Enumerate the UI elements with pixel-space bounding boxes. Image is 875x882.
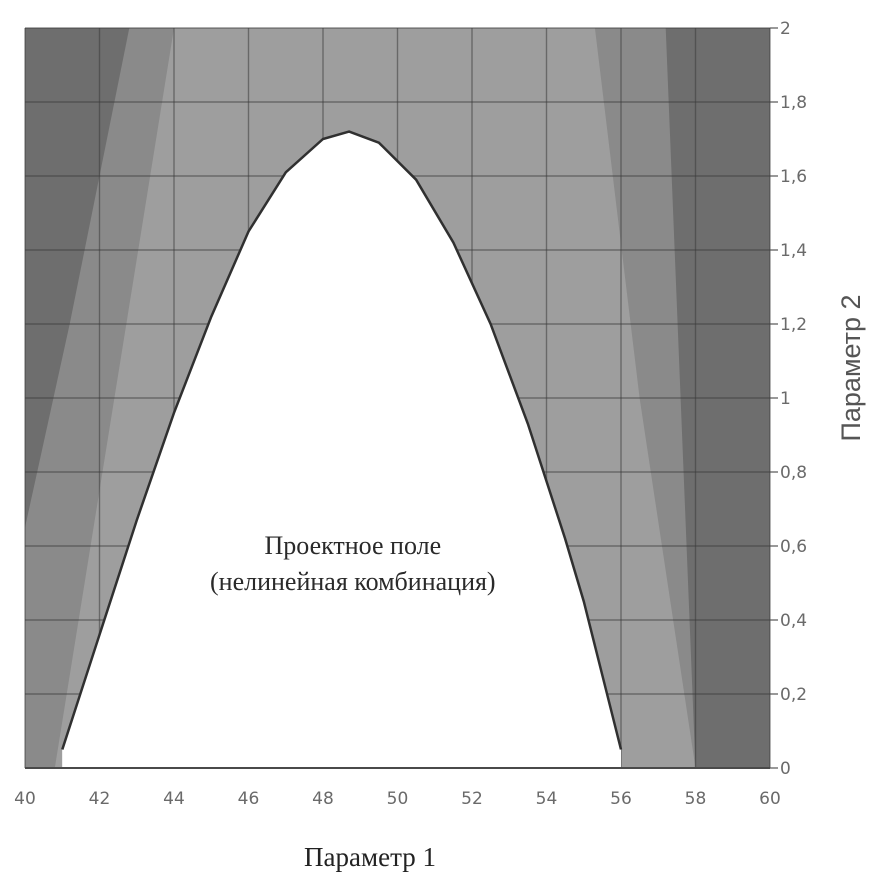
x-tick-label: 60 — [759, 789, 781, 809]
y-tick-label: 1 — [780, 389, 791, 409]
y-axis-title: Параметр 2 — [836, 294, 866, 441]
x-tick-label: 40 — [14, 789, 36, 809]
y-tick-label: 0,8 — [780, 463, 807, 483]
annotation-line-1: Проектное поле — [264, 531, 441, 560]
x-tick-label: 56 — [610, 789, 632, 809]
y-tick-label: 0,6 — [780, 537, 807, 557]
x-tick-label: 46 — [238, 789, 260, 809]
y-tick-label: 1,2 — [780, 315, 807, 335]
y-tick-label: 1,8 — [780, 93, 807, 113]
feasible-boundary — [25, 130, 770, 769]
feasible-boundary-curve — [61, 130, 623, 750]
y-tick-label: 2 — [780, 19, 791, 39]
x-axis-title: Параметр 1 — [304, 842, 436, 872]
x-tick-label: 58 — [685, 789, 707, 809]
y-tick-label: 1,6 — [780, 167, 807, 187]
feasible-region-fill — [62, 131, 622, 769]
x-tick-label: 50 — [387, 789, 409, 809]
x-axis-ticks: 40 42 44 46 48 50 52 54 56 58 60 — [14, 789, 781, 809]
x-tick-label: 54 — [536, 789, 558, 809]
x-tick-label: 52 — [461, 789, 483, 809]
y-axis-ticks: 0 0,2 0,4 0,6 0,8 1 1,2 1,4 1,6 1,8 2 — [770, 19, 807, 779]
x-tick-label: 42 — [89, 789, 111, 809]
y-tick-label: 0,2 — [780, 685, 807, 705]
y-tick-label: 0,4 — [780, 611, 807, 631]
x-tick-label: 44 — [163, 789, 185, 809]
x-tick-label: 48 — [312, 789, 334, 809]
y-tick-label: 0 — [780, 759, 791, 779]
y-tick-label: 1,4 — [780, 241, 807, 261]
annotation-line-2: (нелинейная комбинация) — [210, 567, 496, 596]
